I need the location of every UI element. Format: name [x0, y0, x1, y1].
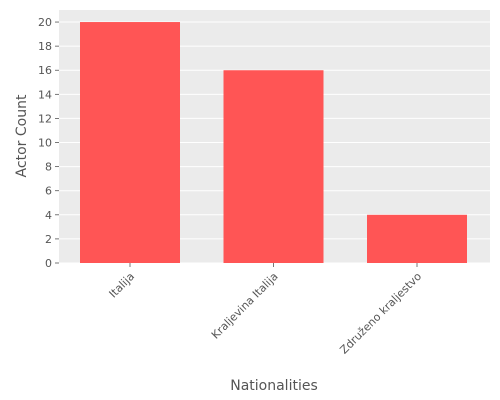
y-tick-label: 10 — [38, 137, 52, 150]
bar-združeno-kraljestvo — [367, 214, 467, 263]
x-axis-ticks: Italija Kraljevina Italija Združeno kralje… — [107, 263, 424, 357]
y-axis-title: Actor Count — [14, 94, 30, 177]
y-tick-label: 0 — [45, 257, 52, 270]
y-tick-label: 12 — [38, 112, 52, 125]
x-tick-label: Italija — [107, 270, 138, 301]
x-tick-label: Združeno kraljestvo — [337, 270, 424, 357]
y-tick-label: 2 — [45, 233, 52, 246]
y-axis-ticks: 0 2 4 6 8 10 12 14 16 18 20 — [38, 16, 59, 270]
y-tick-label: 18 — [38, 40, 52, 53]
y-tick-label: 6 — [45, 185, 52, 198]
x-axis-title: Nationalities — [230, 378, 318, 394]
bars — [80, 22, 467, 263]
y-tick-label: 14 — [38, 88, 52, 101]
bar-kraljevina-italija — [223, 70, 324, 263]
y-tick-label: 16 — [38, 64, 52, 77]
y-tick-label: 4 — [45, 209, 52, 222]
y-tick-label: 8 — [45, 161, 52, 174]
bar-italija — [80, 22, 180, 263]
x-tick-label: Kraljevina Italija — [209, 270, 281, 342]
y-tick-label: 20 — [38, 16, 52, 29]
